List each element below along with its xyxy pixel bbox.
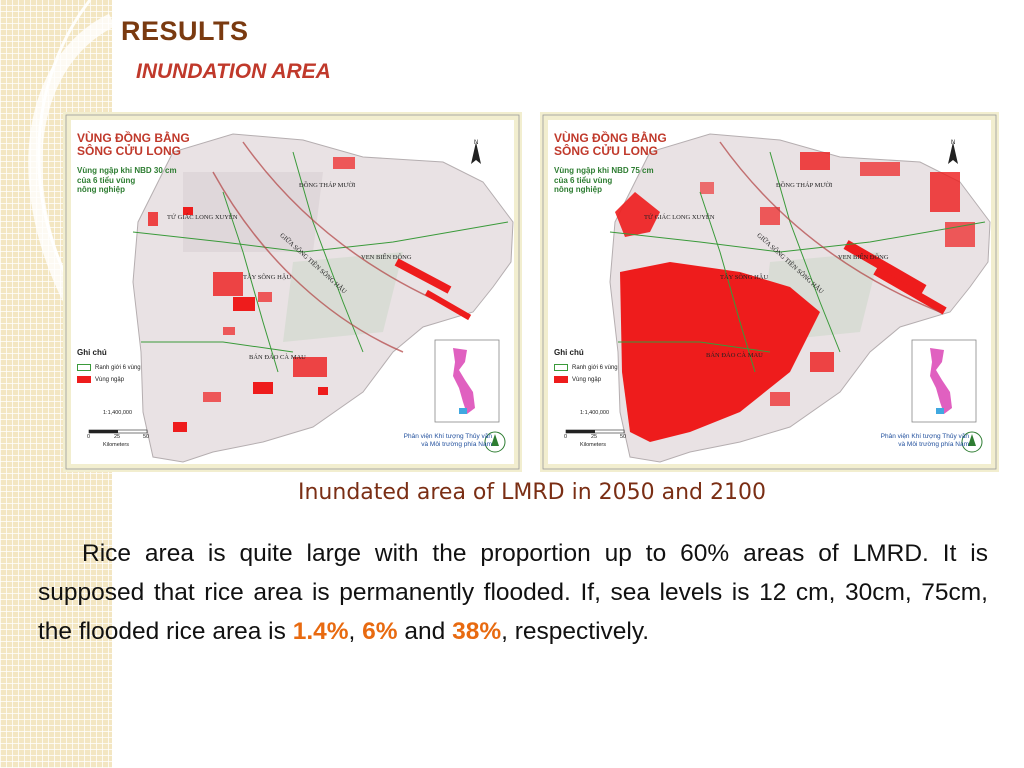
map-graphic (65, 114, 520, 470)
north-label: N (951, 140, 956, 146)
map-title: VÙNG ĐỒNG BẰNG SÔNG CỬU LONG (77, 131, 190, 158)
region-label: TÂY SÔNG HẬU (720, 274, 769, 281)
map-subtitle: Vùng ngập khi NBD 75 cm của 6 tiểu vùng … (554, 166, 654, 194)
slide-title: RESULTS (121, 16, 249, 46)
region-label: TỨ GIÁC LONG XUYÊN (644, 214, 715, 221)
institute-credit: Phân viện Khí tượng Thủy văn và Môi trườ… (403, 433, 492, 448)
legend-flood: Vùng ngập (77, 375, 124, 384)
percent-30cm: 6% (362, 618, 398, 645)
scale-ratio: 1:1,400,000 (580, 410, 610, 416)
legend-boundary: Ranh giới 6 vùng (554, 363, 618, 372)
scale-ratio: 1:1,400,000 (103, 410, 133, 416)
paragraph-text: Rice area is quite large with the propor… (38, 540, 988, 645)
scale-tick: 25 (591, 434, 598, 440)
percent-75cm: 38% (452, 618, 502, 645)
scale-tick: 25 (114, 434, 121, 440)
body-paragraph: Rice area is quite large with the propor… (38, 534, 988, 651)
region-label: BÁN ĐẢO CÀ MAU (706, 352, 763, 359)
separator: , (348, 618, 363, 645)
region-label: ĐỒNG THÁP MƯỜI (299, 182, 356, 189)
separator: and (397, 618, 453, 645)
flood-map-30cm: VÙNG ĐỒNG BẰNG SÔNG CỬU LONG Vùng ngập k… (63, 112, 522, 472)
legend-title: Ghi chú (554, 348, 584, 357)
scale-tick: 0 (564, 434, 568, 440)
scale-tick: 0 (87, 434, 91, 440)
slide-subtitle: INUNDATION AREA (136, 60, 331, 83)
region-label: VEN BIỂN ĐÔNG (838, 254, 889, 261)
legend-flood: Vùng ngập (554, 375, 601, 384)
scale-unit: Kilometers (103, 442, 129, 448)
map-graphic (542, 114, 997, 470)
legend-title: Ghi chú (77, 348, 107, 357)
region-label: BÁN ĐẢO CÀ MAU (249, 354, 306, 361)
percent-12cm: 1.4% (292, 618, 349, 645)
region-label: VEN BIỂN ĐÔNG (361, 254, 412, 261)
region-label: TỨ GIÁC LONG XUYÊN (167, 214, 238, 221)
map-subtitle: Vùng ngập khi NBD 30 cm của 6 tiểu vùng … (77, 166, 177, 194)
map-title: VÙNG ĐỒNG BẰNG SÔNG CỬU LONG (554, 131, 667, 158)
paragraph-text-end: , respectively. (501, 618, 650, 645)
figure-caption: Inundated area of LMRD in 2050 and 2100 (298, 480, 766, 505)
north-label: N (474, 140, 479, 146)
region-label: TÂY SÔNG HẬU (243, 274, 292, 281)
region-label: ĐỒNG THÁP MƯỜI (776, 182, 833, 189)
flood-map-75cm: VÙNG ĐỒNG BẰNG SÔNG CỬU LONG Vùng ngập k… (540, 112, 999, 472)
legend-boundary: Ranh giới 6 vùng (77, 363, 141, 372)
scale-tick: 50 (620, 434, 627, 440)
institute-credit: Phân viện Khí tượng Thủy văn và Môi trườ… (880, 433, 969, 448)
scale-tick: 50 (143, 434, 150, 440)
scale-unit: Kilometers (580, 442, 606, 448)
